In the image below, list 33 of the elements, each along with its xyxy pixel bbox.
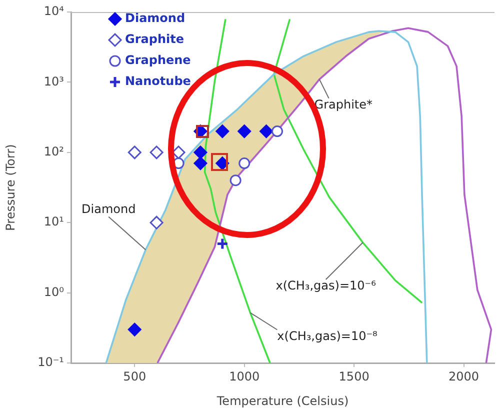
y-tick-label: 10⁴ xyxy=(44,4,64,18)
x-tick-label: 2000 xyxy=(448,369,480,384)
legend-label: Graphite xyxy=(125,32,184,46)
y-tick-label: 10⁰ xyxy=(44,284,64,299)
point xyxy=(150,216,164,230)
point xyxy=(150,146,164,160)
x-tick-label: 1000 xyxy=(229,369,260,384)
x-tick-label: 1500 xyxy=(338,369,370,384)
y-tick-label: 10¹ xyxy=(44,214,64,229)
point xyxy=(194,146,208,160)
point xyxy=(216,124,230,138)
y-tick-label: 10⁻¹ xyxy=(38,355,64,370)
annotation: x(CH₃,gas)=10⁻⁶ xyxy=(276,278,376,293)
y-tick-label: 10³ xyxy=(44,74,64,88)
point xyxy=(272,126,284,138)
point xyxy=(216,237,229,250)
annotation: Graphite* xyxy=(314,97,373,112)
annotation: x(CH₃,gas)=10⁻⁸ xyxy=(277,328,378,343)
point xyxy=(128,322,142,336)
y-axis-title: Pressure (Torr) xyxy=(3,144,18,231)
point xyxy=(230,174,242,186)
legend-label: Nanotube xyxy=(125,74,191,88)
x-tick-label: 500 xyxy=(123,369,146,384)
legend-label: Diamond xyxy=(125,11,186,26)
x-axis-title: Temperature (Celsius) xyxy=(216,394,349,408)
point xyxy=(238,124,252,138)
annotation: Diamond xyxy=(82,202,136,216)
point xyxy=(128,146,142,160)
y-tick-label: 10² xyxy=(44,144,64,159)
legend-label: Graphene xyxy=(125,53,191,68)
point xyxy=(194,156,208,170)
point xyxy=(238,158,250,170)
point xyxy=(260,124,274,138)
